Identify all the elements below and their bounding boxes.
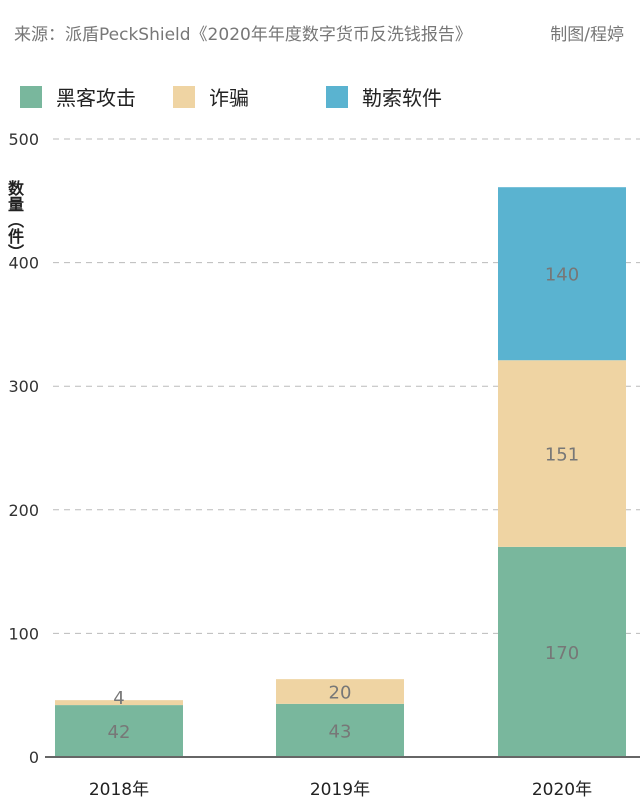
- y-tick-label: 200: [8, 501, 39, 520]
- bar-segment: [498, 360, 626, 547]
- bar-segment: [55, 700, 183, 706]
- legend-swatch: [326, 85, 348, 108]
- legend-label: 诈骗: [209, 86, 249, 110]
- y-tick-label: 300: [8, 377, 39, 396]
- x-tick-label: 2018年: [89, 780, 149, 800]
- legend: 黑客攻击 诈骗 勒索软件: [20, 82, 442, 111]
- y-tick-label: 500: [8, 130, 39, 149]
- x-tick-label: 2019年: [310, 780, 370, 800]
- x-tick-label: 2020年: [532, 780, 592, 800]
- legend-label: 黑客攻击: [56, 86, 136, 110]
- bar-segment: [498, 546, 626, 757]
- legend-item-fraud: 诈骗: [173, 82, 326, 111]
- data-label: 43: [329, 721, 352, 742]
- y-tick-label: 0: [29, 748, 39, 767]
- bar-segment: [276, 703, 404, 757]
- data-label: 170: [545, 643, 579, 664]
- legend-item-hacking: 黑客攻击: [20, 82, 173, 111]
- bar-segment: [498, 187, 626, 361]
- y-tick-label: 100: [8, 624, 39, 643]
- bar-segment: [55, 705, 183, 757]
- legend-label: 勒索软件: [362, 86, 442, 110]
- chart-credit: 制图/程婷: [550, 25, 624, 45]
- data-label: 42: [108, 722, 131, 743]
- bar-segment: [276, 679, 404, 704]
- legend-item-ransomware: 勒索软件: [326, 82, 442, 111]
- legend-swatch: [173, 85, 195, 108]
- chart-source: 来源：派盾PeckShield《2020年年度数字货币反洗钱报告》: [14, 25, 472, 45]
- data-label: 140: [545, 265, 579, 286]
- data-label: 4: [113, 688, 124, 709]
- legend-swatch: [20, 85, 42, 108]
- y-axis-label: 数量（件）: [5, 180, 24, 260]
- data-label: 151: [545, 445, 579, 466]
- y-tick-label: 400: [8, 254, 39, 273]
- data-label: 20: [329, 682, 352, 703]
